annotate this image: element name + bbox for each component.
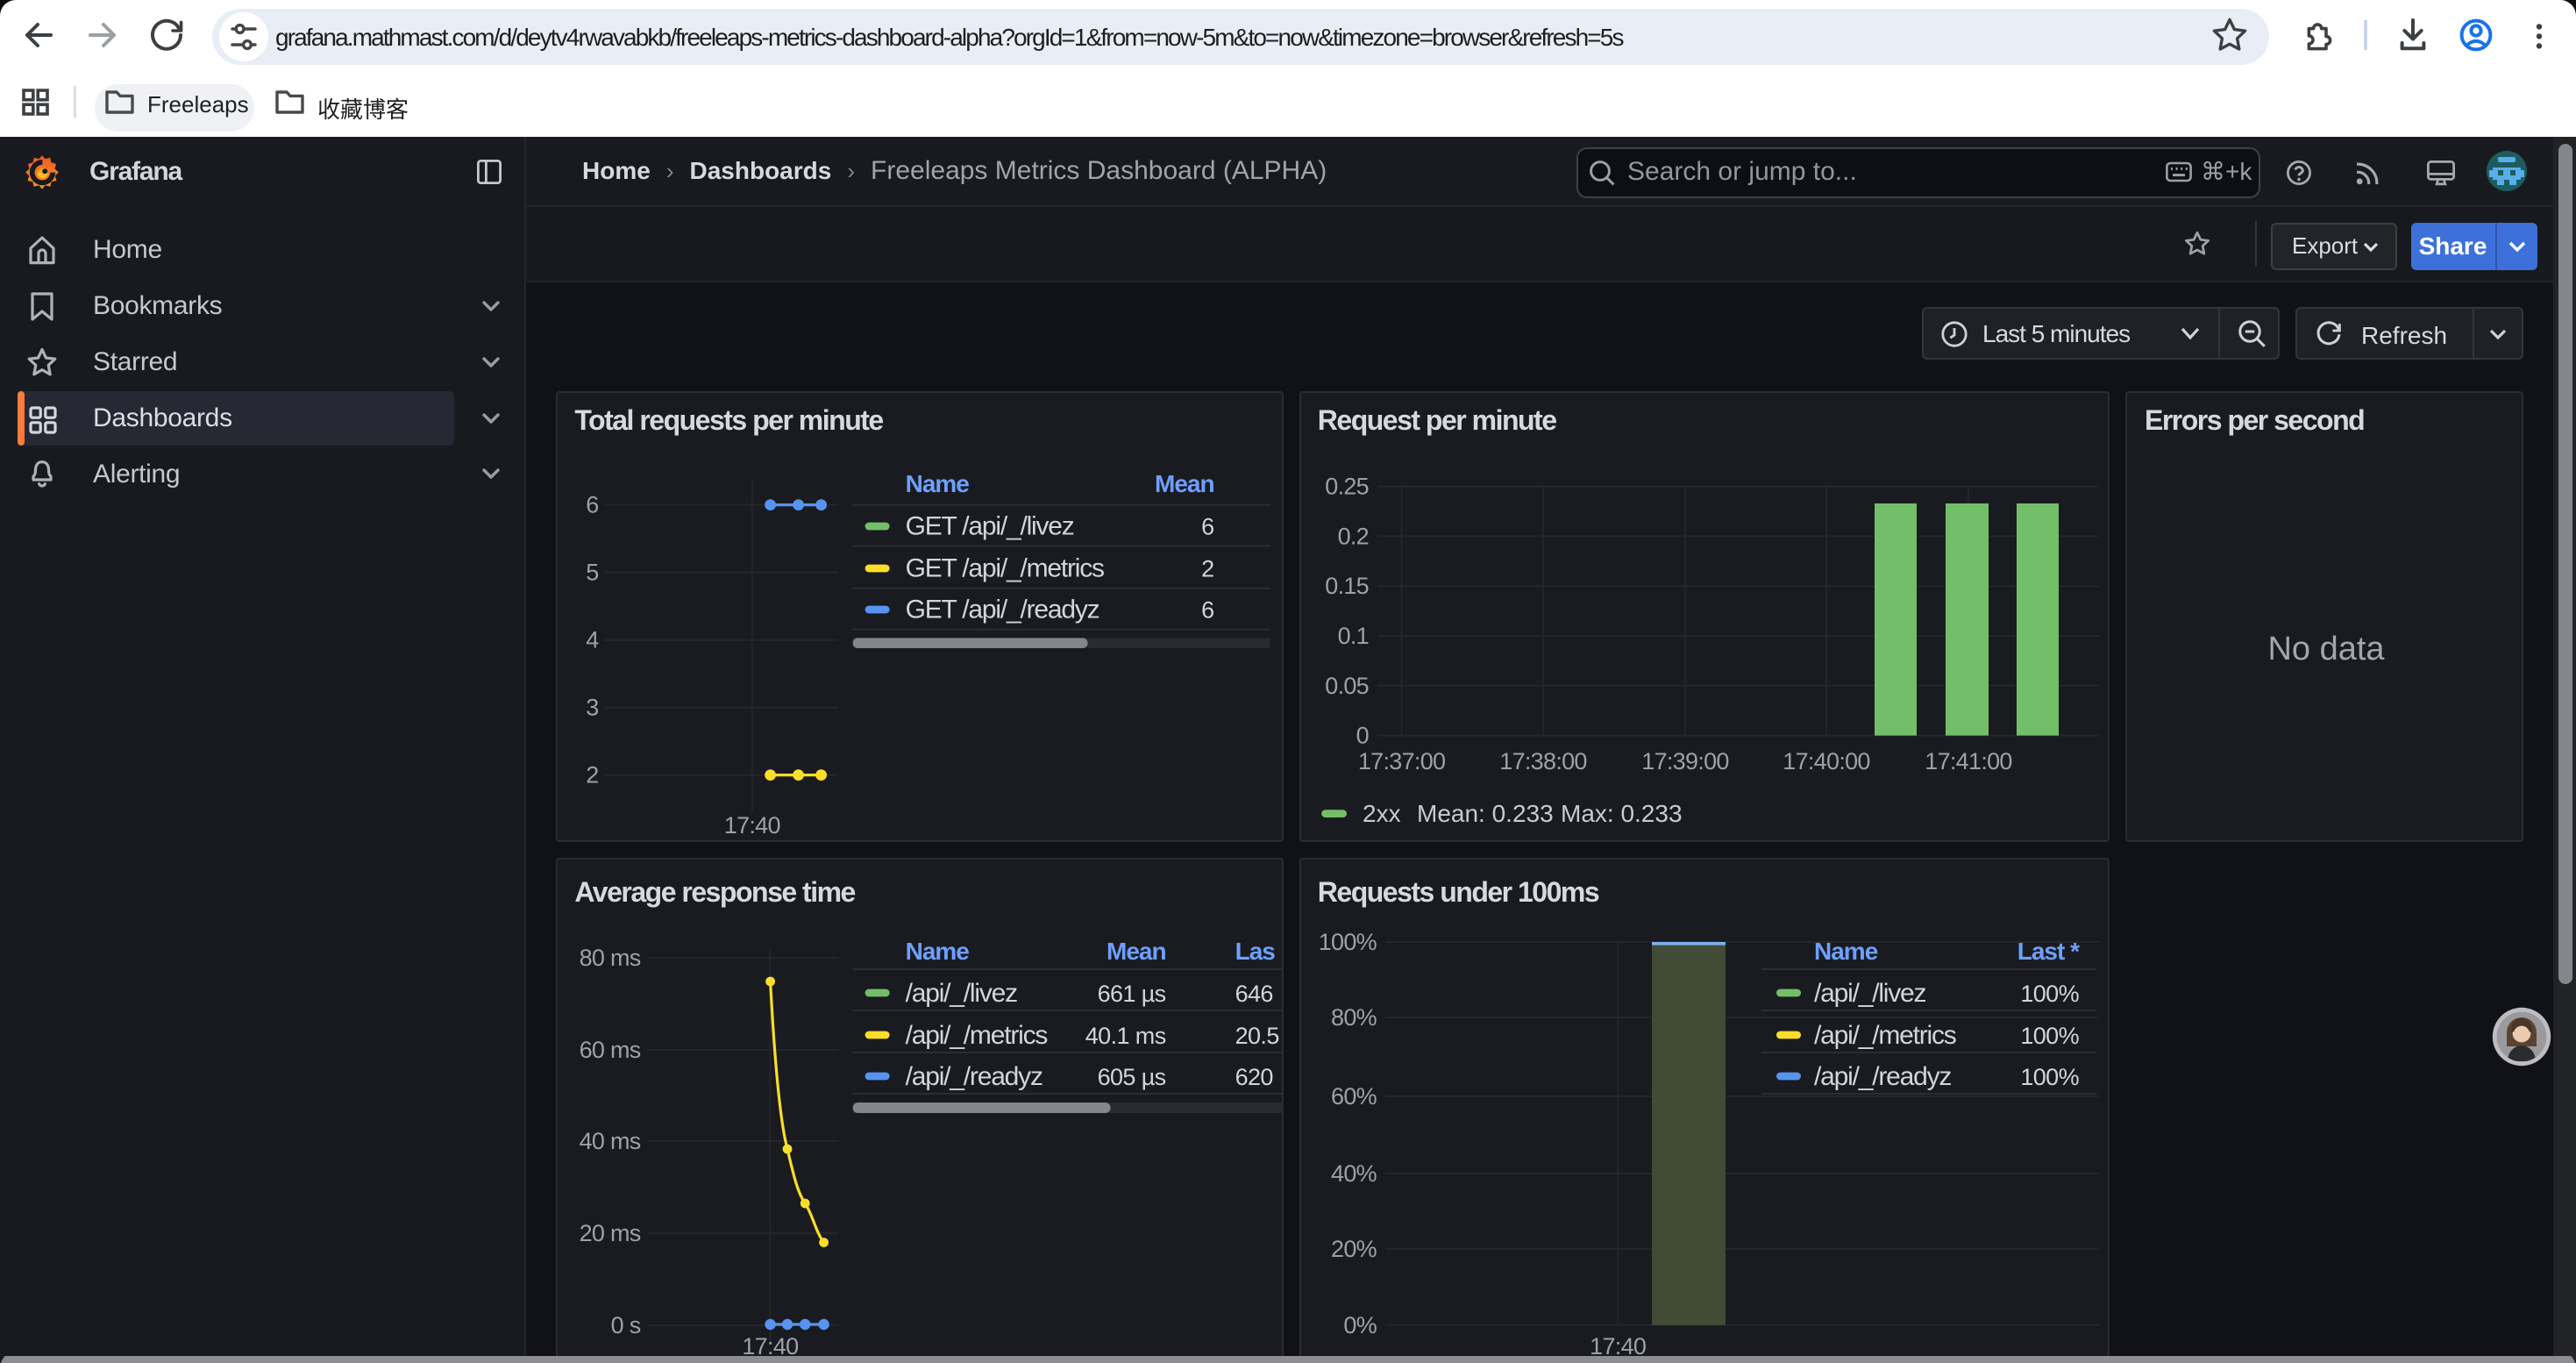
svg-text:Mean: 0.233: Mean: 0.233 <box>1417 800 1554 827</box>
svg-text:620: 620 <box>1235 1064 1272 1090</box>
svg-text:17:40:00: 17:40:00 <box>1783 748 1870 774</box>
svg-text:Last *: Last * <box>2017 938 2080 965</box>
svg-text:GET /api/_/metrics: GET /api/_/metrics <box>905 554 1103 583</box>
svg-text:GET /api/_/readyz: GET /api/_/readyz <box>905 596 1099 624</box>
svg-text:17:38:00: 17:38:00 <box>1499 748 1587 774</box>
svg-text:/api/_/readyz: /api/_/readyz <box>905 1062 1042 1091</box>
svg-text:/api/_/livez: /api/_/livez <box>905 979 1017 1008</box>
svg-text:4: 4 <box>586 627 599 653</box>
svg-text:Max: 0.233: Max: 0.233 <box>1561 800 1683 827</box>
svg-text:80%: 80% <box>1331 1004 1377 1031</box>
svg-text:/api/_/readyz: /api/_/readyz <box>1814 1062 1951 1091</box>
svg-text:3: 3 <box>586 695 598 721</box>
svg-text:Name: Name <box>905 471 969 498</box>
svg-text:0.2: 0.2 <box>1338 524 1369 550</box>
svg-text:6: 6 <box>1201 514 1213 540</box>
svg-text:2xx: 2xx <box>1363 800 1401 827</box>
svg-text:Mean: Mean <box>1106 938 1165 965</box>
svg-text:60%: 60% <box>1331 1083 1377 1110</box>
svg-text:661 µs: 661 µs <box>1097 981 1165 1007</box>
svg-text:Name: Name <box>1814 938 1878 965</box>
svg-text:100%: 100% <box>2020 1023 2079 1049</box>
svg-text:0.15: 0.15 <box>1325 574 1369 600</box>
svg-text:60 ms: 60 ms <box>579 1037 640 1063</box>
svg-text:605 µs: 605 µs <box>1097 1064 1165 1090</box>
svg-text:Mean: Mean <box>1154 471 1213 498</box>
svg-text:20%: 20% <box>1331 1236 1377 1262</box>
svg-text:2: 2 <box>1201 556 1213 582</box>
svg-text:2: 2 <box>586 762 598 789</box>
svg-text:/api/_/metrics: /api/_/metrics <box>905 1021 1047 1050</box>
svg-text:/api/_/livez: /api/_/livez <box>1814 979 1926 1008</box>
svg-text:646: 646 <box>1235 981 1272 1007</box>
svg-text:100%: 100% <box>1319 929 1377 955</box>
svg-text:6: 6 <box>586 492 598 518</box>
svg-text:80 ms: 80 ms <box>579 945 640 971</box>
svg-text:40.1 ms: 40.1 ms <box>1085 1023 1165 1049</box>
svg-text:GET /api/_/livez: GET /api/_/livez <box>905 512 1073 541</box>
svg-text:40 ms: 40 ms <box>579 1128 640 1154</box>
svg-text:6: 6 <box>1201 597 1213 624</box>
svg-text:0.1: 0.1 <box>1338 623 1369 649</box>
svg-text:Las: Las <box>1235 938 1275 965</box>
svg-text:0: 0 <box>1356 723 1369 749</box>
svg-text:5: 5 <box>586 560 598 586</box>
svg-text:0%: 0% <box>1343 1312 1377 1338</box>
svg-text:100%: 100% <box>2020 981 2079 1007</box>
svg-text:17:37:00: 17:37:00 <box>1358 748 1446 774</box>
svg-text:/api/_/metrics: /api/_/metrics <box>1814 1021 1956 1050</box>
svg-text:Name: Name <box>905 938 969 965</box>
svg-text:0.05: 0.05 <box>1325 673 1369 699</box>
svg-text:17:39:00: 17:39:00 <box>1641 748 1729 774</box>
svg-text:0 s: 0 s <box>610 1312 640 1338</box>
svg-text:20.5 r: 20.5 r <box>1235 1023 1283 1049</box>
svg-text:0.25: 0.25 <box>1325 474 1369 500</box>
svg-text:100%: 100% <box>2020 1064 2079 1090</box>
svg-text:40%: 40% <box>1331 1160 1377 1187</box>
svg-text:20 ms: 20 ms <box>579 1220 640 1246</box>
svg-text:17:41:00: 17:41:00 <box>1925 748 2012 774</box>
svg-text:17:40: 17:40 <box>723 812 779 838</box>
